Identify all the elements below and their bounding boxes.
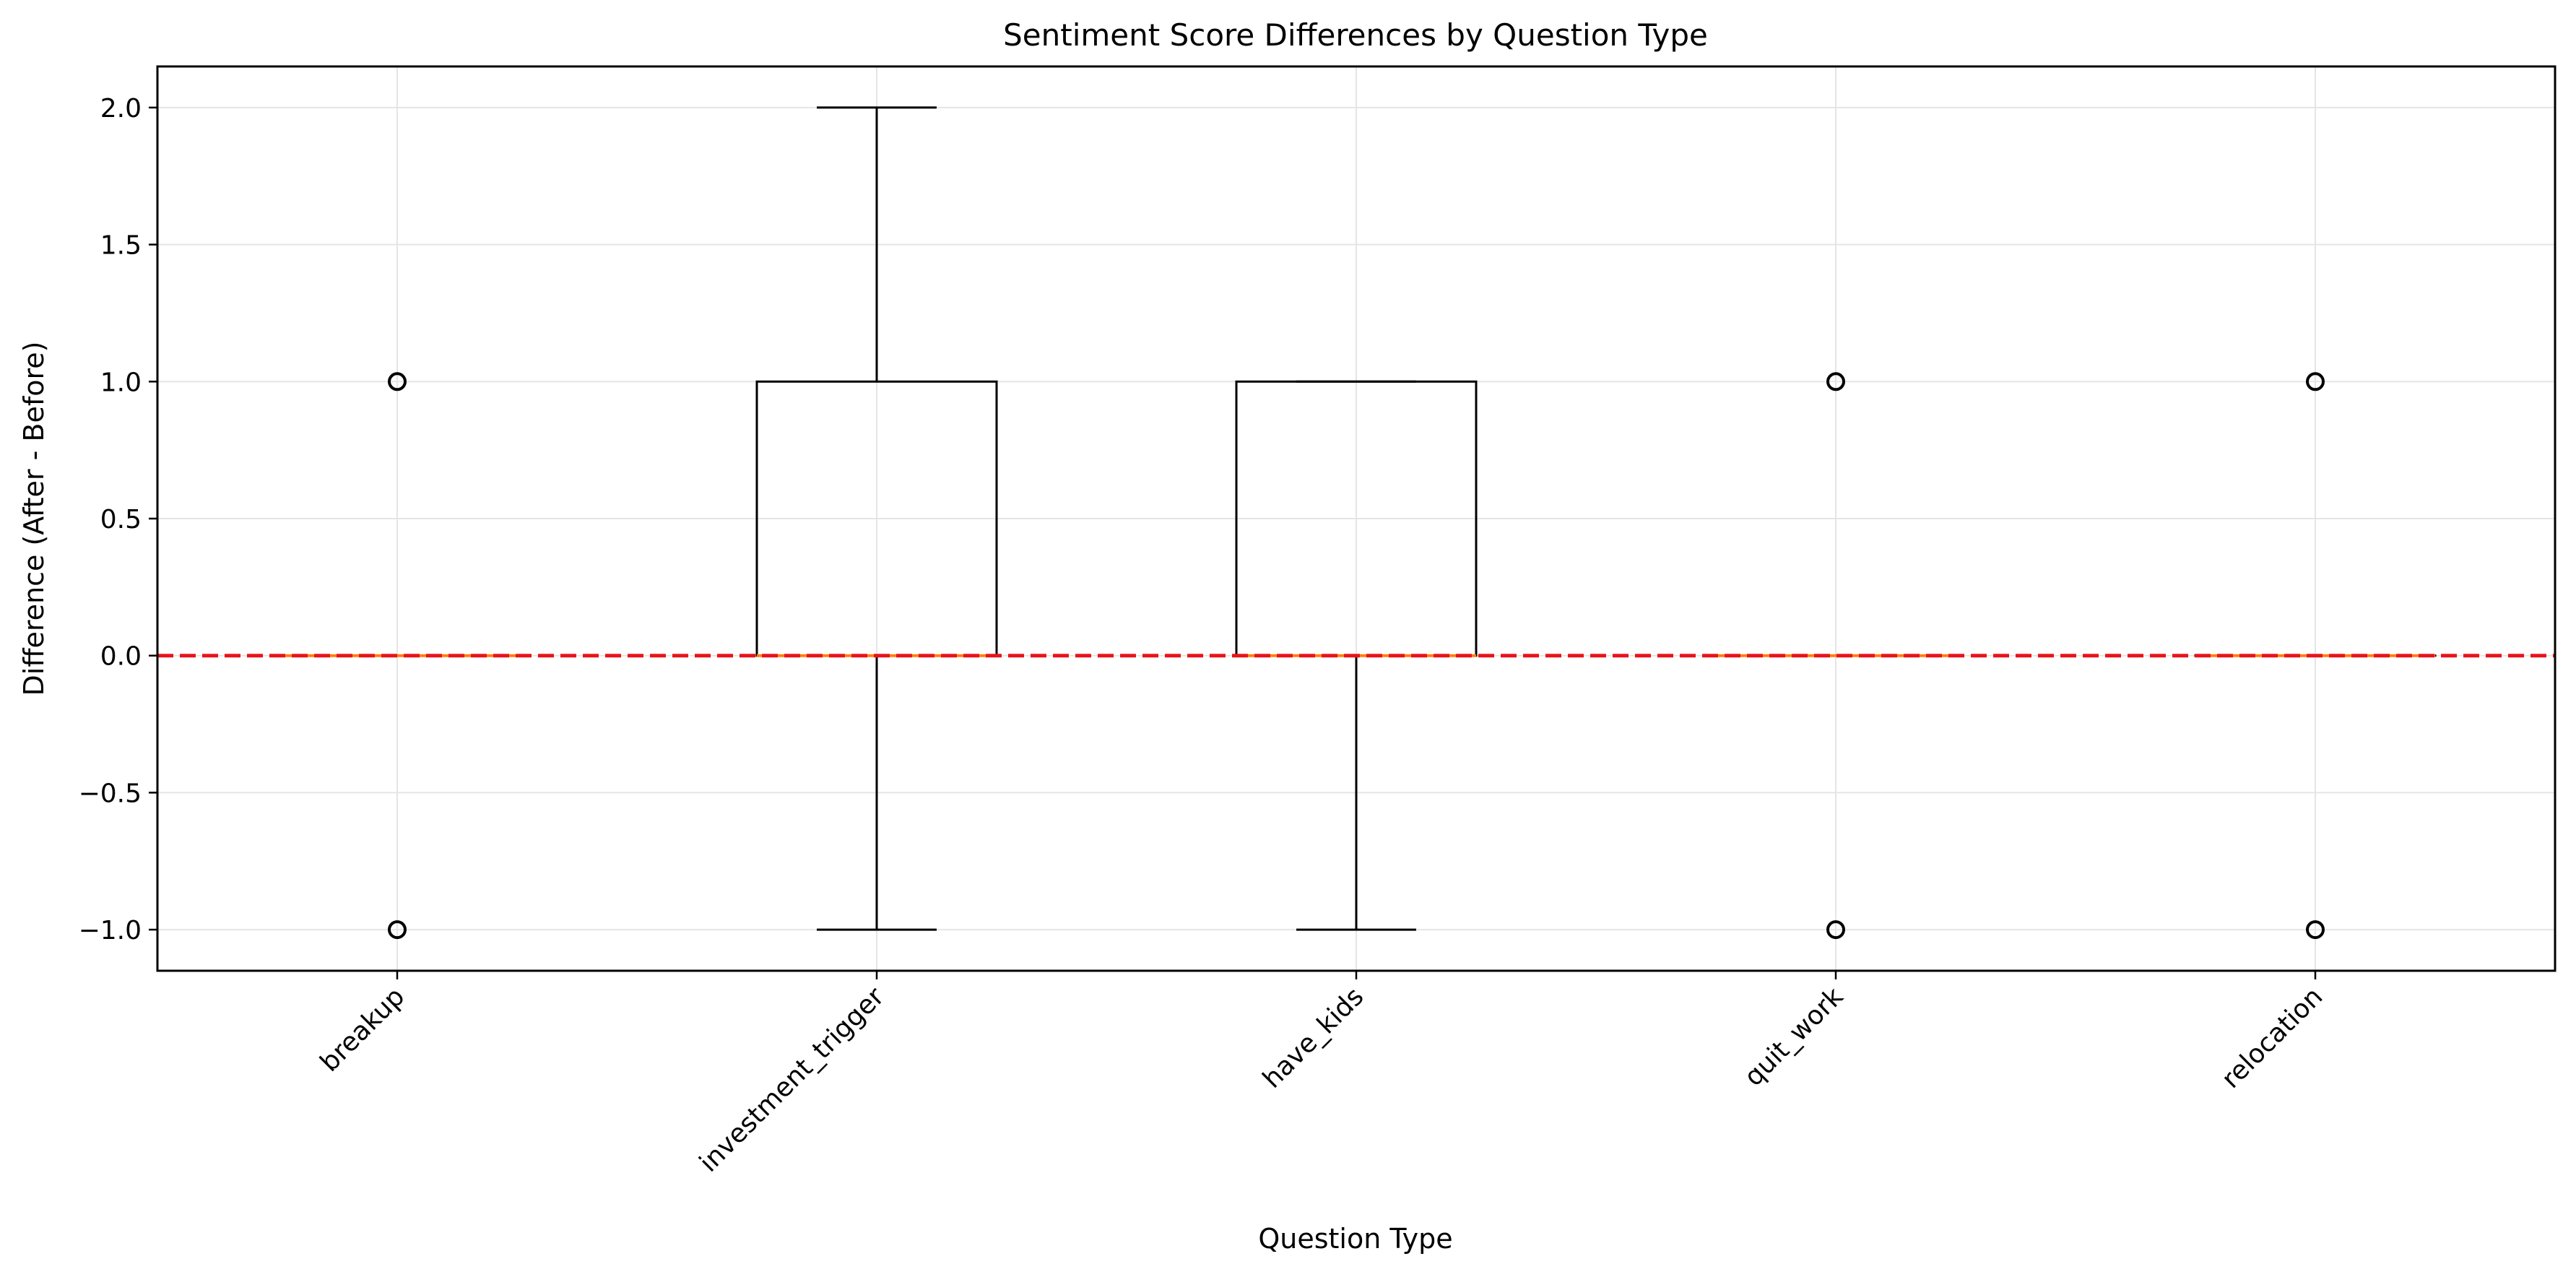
- y-tick-label: 2.0: [100, 94, 142, 124]
- y-tick-label: 1.0: [100, 368, 142, 397]
- outlier-point: [1826, 920, 1845, 940]
- y-tick-label: 0.0: [100, 642, 142, 672]
- outlier-point: [1826, 372, 1845, 391]
- outlier-point: [388, 372, 407, 391]
- y-tick-label: 0.5: [100, 505, 142, 534]
- outlier-point: [2306, 920, 2325, 940]
- outlier-point: [2306, 372, 2325, 391]
- x-axis-label: Question Type: [1258, 1223, 1452, 1255]
- outlier-point: [388, 920, 407, 940]
- y-tick-label: 1.5: [100, 231, 142, 261]
- y-tick-label: −0.5: [79, 779, 142, 808]
- y-tick-label: −1.0: [79, 916, 142, 945]
- chart-title: Sentiment Score Differences by Question …: [1003, 17, 1708, 53]
- y-axis-label: Difference (After - Before): [18, 342, 50, 696]
